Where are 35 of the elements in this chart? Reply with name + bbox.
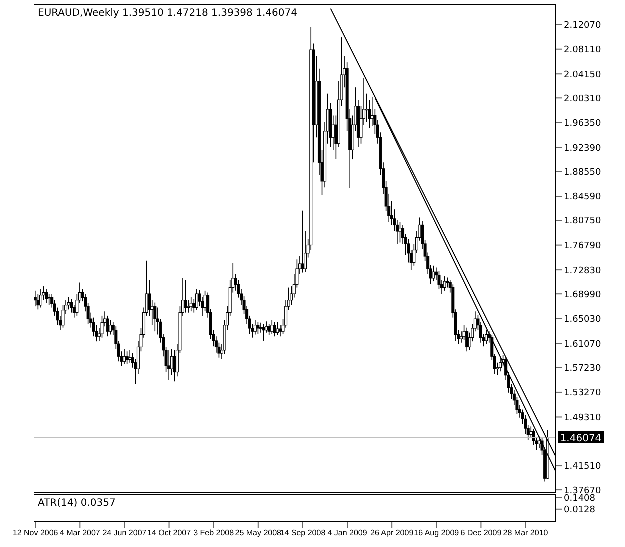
y-tick-label: 1.57230 [564,364,602,374]
y-tick-label: 1.65030 [564,315,602,326]
y-tick-label: 2.00310 [564,94,602,104]
y-tick-label: 0.1408 [564,494,596,504]
y-tick-label: 1.96350 [564,119,602,130]
y-tick-label: 2.04150 [564,70,602,80]
x-tick-label: 28 Mar 2010 [503,528,549,538]
x-tick-label: 12 Nov 2006 [12,528,59,538]
y-tick-label: 0.0128 [564,506,596,516]
y-tick-label: 2.08110 [564,46,602,56]
x-tick-label: 3 Feb 2008 [194,528,235,538]
x-tick-label: 16 Aug 2009 [414,528,460,538]
y-tick-label: 1.92390 [564,144,602,154]
chart-title: EURAUD,Weekly 1.39510 1.47218 1.39398 1.46074 [38,8,298,19]
y-tick-label: 1.72830 [564,266,602,276]
y-tick-label: 1.68990 [564,290,602,300]
ref-line-label: 1.46074 [560,433,602,444]
y-tick-label: 1.88550 [564,168,602,178]
x-tick-label: 25 May 2008 [235,528,282,538]
y-tick-label: 1.61070 [564,340,602,350]
x-tick-label: 6 Dec 2009 [460,528,502,538]
y-tick-label: 1.41510 [564,462,602,472]
x-tick-label: 4 Jan 2009 [328,528,368,538]
y-tick-label: 1.84590 [564,192,602,203]
y-tick-label: 1.53270 [564,388,602,399]
y-tick-label: 1.80750 [564,216,602,227]
y-tick-label: 1.76790 [564,242,602,252]
x-tick-label: 26 Apr 2009 [370,528,414,538]
x-tick-label: 24 Jun 2007 [102,528,148,538]
chart-title: ATR(14) 0.0357 [38,498,116,509]
y-tick-label: 1.49310 [564,413,602,424]
y-tick-label: 2.12070 [564,20,602,31]
x-tick-label: 14 Oct 2007 [147,528,192,538]
x-tick-label: 14 Sep 2008 [280,528,326,538]
x-tick-label: 4 Mar 2007 [60,528,101,538]
